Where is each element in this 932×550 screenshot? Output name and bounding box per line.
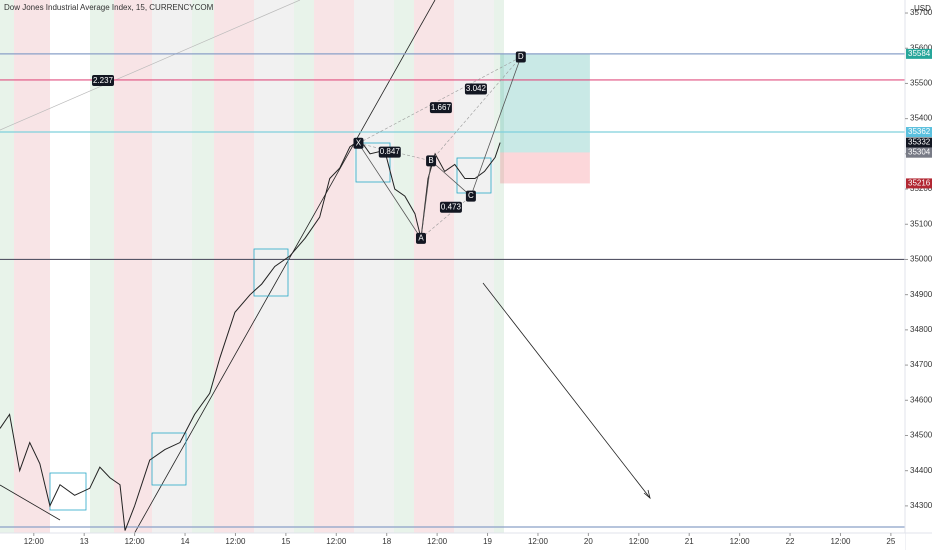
y-tick-label: 35700	[910, 8, 932, 17]
y-tick-label: 35400	[910, 114, 932, 123]
pattern-ratio-line	[358, 56, 521, 144]
price-tag-label: 35216	[908, 179, 931, 188]
x-tick-label: 12:00	[427, 537, 448, 546]
target-zone	[500, 53, 590, 153]
x-tick-label: 18	[382, 537, 391, 546]
y-tick-label: 34400	[910, 466, 932, 475]
y-tick-label: 34800	[910, 325, 932, 334]
x-tick-label: 12:00	[24, 537, 45, 546]
x-tick-label: 22	[786, 537, 795, 546]
x-tick-label: 12:00	[629, 537, 650, 546]
pattern-label-box	[515, 51, 526, 63]
y-tick-label: 34700	[910, 360, 932, 369]
ratio-label: 0.847	[380, 147, 401, 156]
y-tick-label: 35600	[910, 43, 932, 52]
ratio-label: 2.237	[93, 76, 114, 85]
pattern-label-box	[465, 190, 476, 202]
currency-label: USD	[914, 4, 931, 13]
ratio-label-box	[429, 102, 452, 114]
ratio-label-box	[378, 146, 401, 158]
price-tag	[906, 147, 932, 158]
pattern-ratio-line	[430, 56, 522, 162]
pattern-label-box	[426, 155, 437, 167]
y-tick-label: 35000	[910, 255, 932, 264]
pattern-label: A	[418, 233, 424, 242]
ratio-label-box	[464, 83, 487, 95]
stop-zone	[500, 152, 590, 184]
drawings	[0, 0, 651, 550]
x-tick-label: 12:00	[125, 537, 146, 546]
y-tick-label: 35500	[910, 79, 932, 88]
chart-title: Dow Jones Industrial Average Index, 15, …	[4, 3, 214, 12]
pattern-label: C	[468, 191, 474, 200]
y-tick-label: 34900	[910, 290, 932, 299]
session-background	[0, 0, 504, 533]
pattern-label-box	[415, 232, 426, 244]
x-tick-label: 21	[685, 537, 694, 546]
y-tick-label: 35200	[910, 184, 932, 193]
time-axis	[0, 533, 905, 550]
pattern-label: B	[428, 156, 433, 165]
x-tick-label: 25	[886, 537, 895, 546]
pattern-label: X	[356, 138, 362, 147]
x-tick-label: 19	[483, 537, 492, 546]
pattern-label: D	[518, 52, 524, 61]
x-tick-label: 13	[80, 537, 89, 546]
price-tag-label: 35304	[908, 148, 931, 157]
x-tick-label: 12:00	[528, 537, 549, 546]
y-tick-label: 34600	[910, 395, 932, 404]
x-tick-label: 12:00	[326, 537, 347, 546]
price-tag-label: 35584	[908, 49, 931, 58]
price-tag	[906, 178, 932, 189]
x-tick-label: 12:00	[830, 537, 851, 546]
x-tick-label: 14	[181, 537, 190, 546]
price-tag-label: 35362	[908, 127, 931, 136]
ratio-label-box	[439, 201, 462, 213]
y-tick-label: 34500	[910, 431, 932, 440]
x-tick-label: 20	[584, 537, 593, 546]
price-tag	[906, 127, 932, 138]
ratio-box	[92, 75, 114, 86]
price-tag	[906, 48, 932, 59]
ratio-label: 3.042	[466, 84, 487, 93]
x-tick-label: 12:00	[225, 537, 246, 546]
price-axis	[905, 0, 932, 550]
x-tick-label: 15	[281, 537, 290, 546]
x-tick-label: 12:00	[730, 537, 751, 546]
ratio-label: 1.667	[431, 103, 452, 112]
pattern-ratio-line	[420, 195, 472, 239]
pattern-label-box	[353, 137, 364, 149]
ratio-label: 0.473	[441, 202, 462, 211]
y-tick-label: 34300	[910, 501, 932, 510]
price-tag-label: 35332	[908, 138, 931, 147]
y-tick-label: 35100	[910, 219, 932, 228]
